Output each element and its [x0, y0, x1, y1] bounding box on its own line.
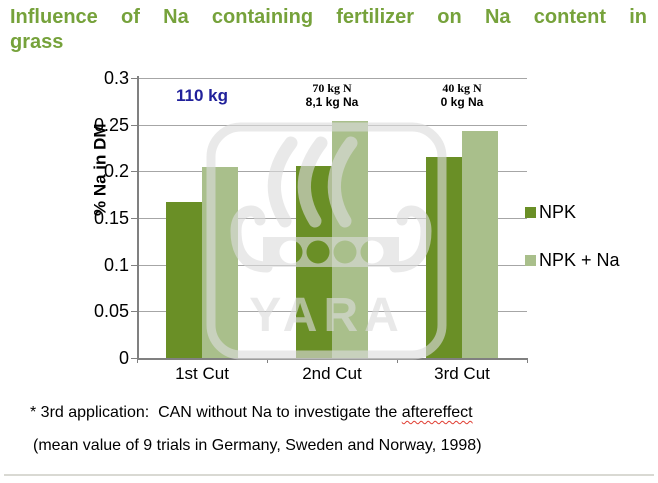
legend-item-npk-na: NPK + Na — [525, 250, 620, 270]
y-tick-mark — [131, 124, 137, 126]
annotation-2nd-cut-line2: 8,1 kg Na — [305, 95, 359, 109]
gridline-0.3 — [137, 78, 527, 79]
bar-NPK-1stCut — [166, 202, 202, 358]
x-axis-line — [137, 358, 528, 360]
bar-NPK-3rdCut — [426, 157, 462, 358]
annotation-110kg: 110 kg — [176, 86, 228, 105]
legend-label-npk-na: NPK + Na — [539, 250, 620, 270]
y-tick-label: 0.15 — [93, 208, 129, 228]
bar-NPK+Na-3rdCut — [462, 131, 498, 358]
y-axis-line — [137, 76, 139, 359]
bottom-divider — [4, 474, 654, 476]
annotation-3rd-cut-line1: 40 kg N — [442, 81, 482, 95]
legend-label-npk: NPK — [539, 202, 577, 222]
bar-NPK+Na-1stCut — [202, 166, 238, 358]
x-tick-mark — [137, 358, 138, 363]
annotation-3rd-cut-line2: 0 kg Na — [440, 95, 484, 109]
x-category-label: 3rd Cut — [434, 364, 490, 383]
y-tick-mark — [131, 78, 137, 79]
y-tick-mark — [131, 218, 137, 219]
x-category-label: 1st Cut — [175, 364, 229, 383]
y-tick-mark — [131, 171, 137, 173]
footnote-flagged-word: aftereffect — [401, 404, 473, 421]
bar-NPK-2ndCut — [296, 165, 332, 358]
y-tick-mark — [131, 358, 137, 359]
slide-title-line1: Influence of Na containing fertilizer on… — [10, 6, 647, 28]
y-tick-mark — [131, 264, 137, 266]
legend-swatch-npk-na — [525, 254, 536, 266]
annotation-2nd-cut: 70 kg N 8,1 kg Na — [267, 81, 397, 110]
y-tick-label: 0 — [118, 348, 129, 368]
y-tick-mark — [131, 311, 137, 313]
x-category-label: 2nd Cut — [302, 364, 362, 383]
y-tick-label: 0.3 — [103, 68, 129, 88]
x-tick-mark — [267, 358, 268, 363]
x-tick-mark — [527, 358, 528, 363]
y-tick-label: 0.05 — [93, 301, 129, 322]
slide-title-line2: grass — [10, 31, 64, 53]
annotation-3rd-cut: 40 kg N 0 kg Na — [397, 81, 527, 110]
y-tick-label: 0.25 — [93, 114, 129, 135]
footnote-line2: (mean value of 9 trials in Germany, Swed… — [33, 437, 482, 454]
y-tick-label: 0.1 — [103, 254, 129, 275]
annotation-2nd-cut-line1: 70 kg N — [312, 81, 352, 95]
bar-NPK+Na-2ndCut — [332, 120, 368, 358]
slide-title: Influence of Na containing fertilizer on… — [10, 5, 647, 55]
y-tick-label: 0.2 — [103, 161, 129, 182]
legend-swatch-npk — [525, 206, 536, 218]
footnote-line1: * 3rd application: CAN without Na to inv… — [30, 404, 473, 422]
legend-item-npk: NPK — [525, 202, 576, 222]
footnote-line1-text: * 3rd application: CAN without Na to inv… — [30, 404, 402, 421]
x-tick-mark — [397, 358, 398, 363]
